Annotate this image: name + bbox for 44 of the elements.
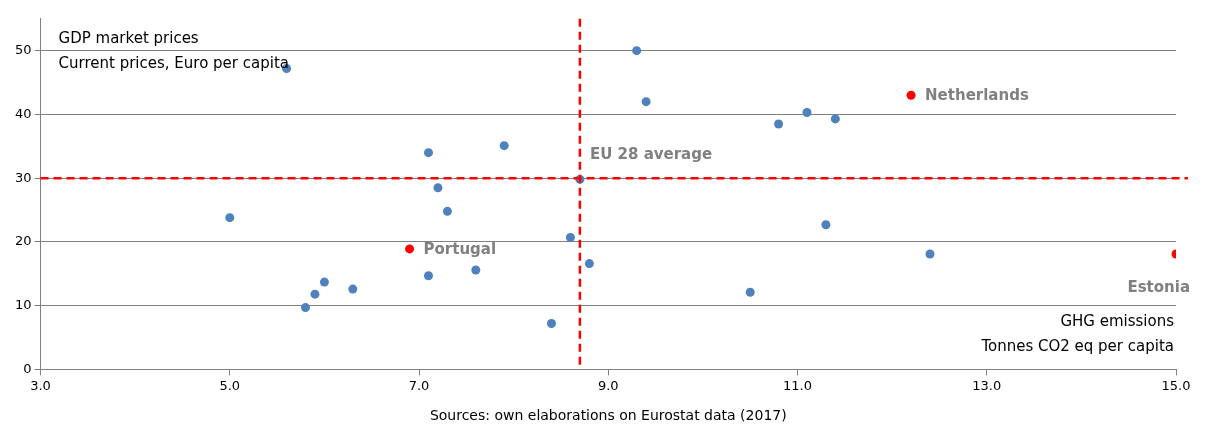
point xyxy=(348,284,358,294)
x-tick-label: 7.0 xyxy=(408,377,430,393)
x-tick-label: 11.0 xyxy=(783,377,812,393)
point xyxy=(565,232,575,242)
y-tick-label: 0 xyxy=(23,360,32,376)
point xyxy=(584,259,594,269)
x-tick-label: 15.0 xyxy=(1161,377,1191,393)
point xyxy=(641,97,651,107)
point xyxy=(821,220,831,230)
x-tick-label: 9.0 xyxy=(597,377,619,393)
point xyxy=(319,277,329,287)
point xyxy=(499,141,509,151)
point xyxy=(547,319,556,328)
source-note: Sources: own elaborations on Eurostat data (2017) xyxy=(429,407,787,424)
ref-line-label: EU 28 average xyxy=(589,145,713,164)
point xyxy=(405,244,415,254)
x-tick-label: 5.0 xyxy=(219,377,241,393)
point xyxy=(423,271,433,281)
point xyxy=(925,249,935,259)
point xyxy=(802,108,812,118)
point xyxy=(433,183,443,193)
y-tick-label: 10 xyxy=(15,297,32,313)
annotation: Portugal xyxy=(423,239,497,258)
point xyxy=(774,119,784,129)
point xyxy=(225,213,235,223)
point xyxy=(745,287,755,297)
point xyxy=(300,303,310,313)
annotation: Estonia xyxy=(1127,277,1190,296)
point xyxy=(830,114,840,124)
y-tick-label: 30 xyxy=(15,169,32,185)
point xyxy=(423,148,433,158)
x-tick-label: 3.0 xyxy=(30,377,51,393)
point xyxy=(471,265,481,275)
point xyxy=(906,90,916,100)
x-axis-title: GHG emissions Tonnes CO2 eq per capita xyxy=(980,312,1175,356)
point xyxy=(442,206,452,216)
y-axis-title: GDP market prices Current prices, Euro per capita xyxy=(58,28,289,72)
y-tick-label: 40 xyxy=(15,105,32,121)
annotation: Netherlands xyxy=(925,86,1029,105)
y-tick-label: 20 xyxy=(15,233,32,249)
x-tick-label: 13.0 xyxy=(972,377,1002,393)
y-tick-label: 50 xyxy=(15,42,32,58)
point xyxy=(632,46,642,56)
point xyxy=(310,289,320,299)
